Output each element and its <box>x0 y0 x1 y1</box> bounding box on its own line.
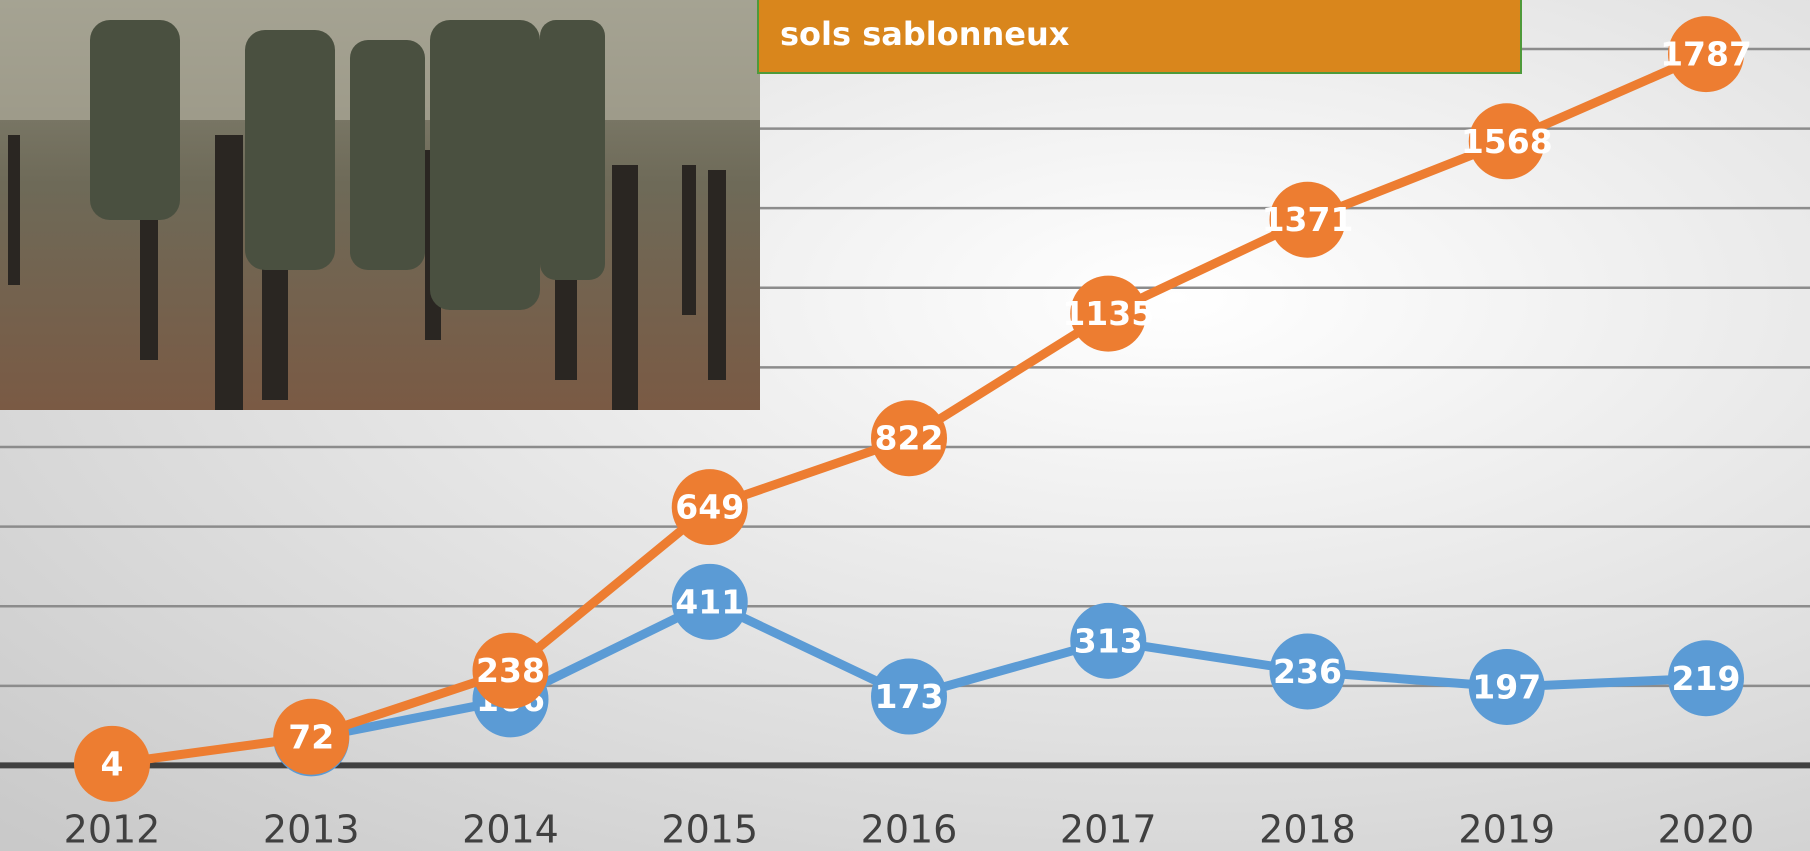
x-tick-label: 2014 <box>462 808 559 851</box>
x-tick-label: 2019 <box>1458 808 1555 851</box>
data-label: 1787 <box>1660 35 1752 74</box>
x-tick-label: 2013 <box>263 808 360 851</box>
data-label: 238 <box>476 651 545 690</box>
chart-title: sols sablonneux <box>780 15 1070 53</box>
data-label: 173 <box>875 677 944 716</box>
x-tick-label: 2012 <box>64 808 161 851</box>
data-label: 236 <box>1273 652 1342 691</box>
x-tick-label: 2018 <box>1259 808 1356 851</box>
data-label: 219 <box>1672 659 1741 698</box>
data-label: 1135 <box>1062 294 1154 333</box>
chart: 2012201320142015201620172018201920206816… <box>0 0 1810 851</box>
data-label: 4 <box>101 744 124 783</box>
x-tick-label: 2020 <box>1658 808 1755 851</box>
data-label: 197 <box>1472 668 1541 707</box>
data-label: 649 <box>675 488 744 527</box>
photo <box>0 0 760 410</box>
data-label: 1371 <box>1262 200 1354 239</box>
data-label: 1568 <box>1461 122 1553 161</box>
x-tick-label: 2017 <box>1060 808 1157 851</box>
data-label: 72 <box>288 717 334 756</box>
x-tick-label: 2015 <box>661 808 758 851</box>
data-label: 822 <box>875 419 944 458</box>
x-tick-label: 2016 <box>861 808 958 851</box>
data-label: 411 <box>675 582 744 621</box>
data-label: 313 <box>1074 621 1143 660</box>
